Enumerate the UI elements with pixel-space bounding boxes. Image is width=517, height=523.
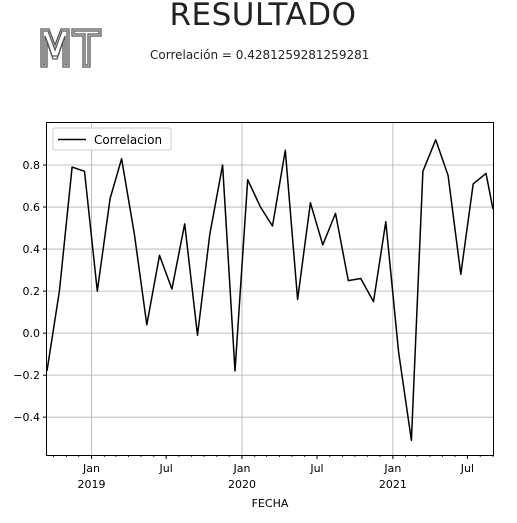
page-title: RESULTADO	[169, 0, 357, 33]
legend-box	[52, 127, 172, 151]
y-tick-label: −0.2	[13, 369, 40, 382]
x-tick-label: Jan	[232, 462, 250, 475]
x-tick-year-label: 2019	[78, 478, 106, 491]
plot-frame	[46, 122, 494, 456]
x-tick-year-label: 2021	[379, 478, 407, 491]
y-tick-label: 0.6	[23, 201, 41, 214]
x-tick-label: Jul	[460, 462, 474, 475]
y-tick-label: −0.4	[13, 411, 40, 424]
series-line-correlacion	[46, 139, 494, 442]
x-axis: Jan 2019 Jul Jan 2020 Jul Jan 2021 Jul	[53, 455, 494, 491]
y-tick-label: 0.8	[23, 159, 41, 172]
logo	[40, 28, 102, 72]
x-tick-label: Jul	[158, 462, 172, 475]
x-tick-year-label: 2020	[228, 478, 256, 491]
x-tick-label: Jan	[82, 462, 100, 475]
grid-lines	[47, 123, 493, 455]
y-tick-label: 0.0	[23, 327, 41, 340]
x-tick-label: Jan	[383, 462, 401, 475]
y-axis: −0.4 −0.2 0.0 0.2 0.4 0.6 0.8	[13, 159, 47, 424]
y-tick-label: 0.4	[23, 243, 41, 256]
x-tick-label: Jul	[309, 462, 323, 475]
y-tick-label: 0.2	[23, 285, 41, 298]
legend-label-correlacion: Correlacion	[94, 133, 162, 147]
x-axis-label: FECHA	[252, 497, 289, 510]
legend: Correlacion	[52, 127, 172, 151]
correlation-subtitle: Correlación = 0.4281259281259281	[150, 48, 370, 62]
